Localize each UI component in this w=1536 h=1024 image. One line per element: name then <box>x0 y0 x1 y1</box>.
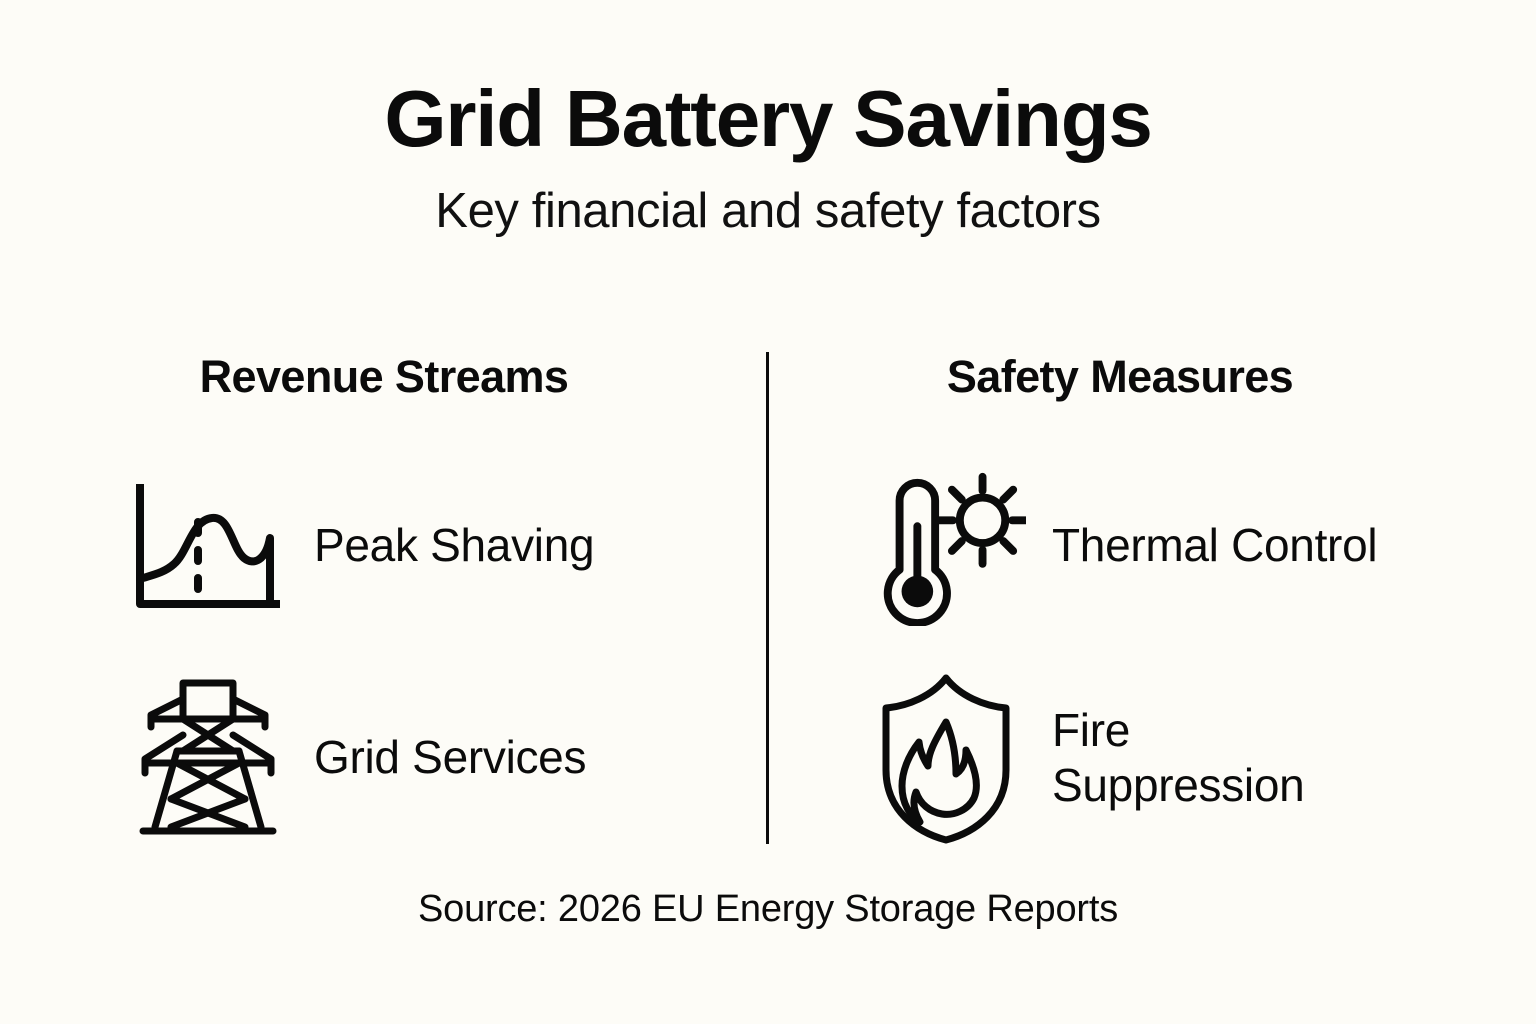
column-heading-revenue-streams: Revenue Streams <box>199 351 569 402</box>
page-title: Grid Battery Savings <box>384 74 1153 163</box>
column-heading-safety-measures: Safety Measures <box>946 351 1294 402</box>
revenue-streams-item-list: Peak Shaving <box>60 466 760 838</box>
list-item-fire-suppression[interactable]: Fire Suppression <box>800 674 1500 843</box>
columns-section: Revenue Streams Peak Shaving <box>0 352 1536 848</box>
list-item-label-fire-suppression: Fire Suppression <box>1052 704 1305 811</box>
column-safety-measures: Safety Measures <box>800 351 1500 843</box>
list-item-thermal-control[interactable]: Thermal Control <box>800 466 1500 626</box>
peak-shaving-chart-icon <box>128 466 288 626</box>
page-subtitle: Key financial and safety factors <box>435 183 1101 238</box>
list-item-grid-services[interactable]: Grid Services <box>60 678 760 838</box>
header: Grid Battery Savings Key financial and s… <box>0 78 1536 237</box>
shield-flame-icon <box>866 674 1026 843</box>
column-revenue-streams: Revenue Streams Peak Shaving <box>60 352 760 838</box>
source-note: Source: 2026 EU Energy Storage Reports <box>417 888 1119 930</box>
list-item-label-peak-shaving: Peak Shaving <box>314 519 595 572</box>
safety-measures-item-list: Thermal Control Fire Suppression <box>800 466 1500 843</box>
list-item-label-grid-services: Grid Services <box>314 731 587 784</box>
list-item-peak-shaving[interactable]: Peak Shaving <box>60 466 760 626</box>
list-item-label-thermal-control: Thermal Control <box>1052 519 1378 572</box>
thermometer-sun-icon <box>866 466 1026 626</box>
transmission-tower-icon <box>128 678 288 838</box>
column-divider <box>766 352 769 844</box>
item-spacer <box>60 626 760 678</box>
